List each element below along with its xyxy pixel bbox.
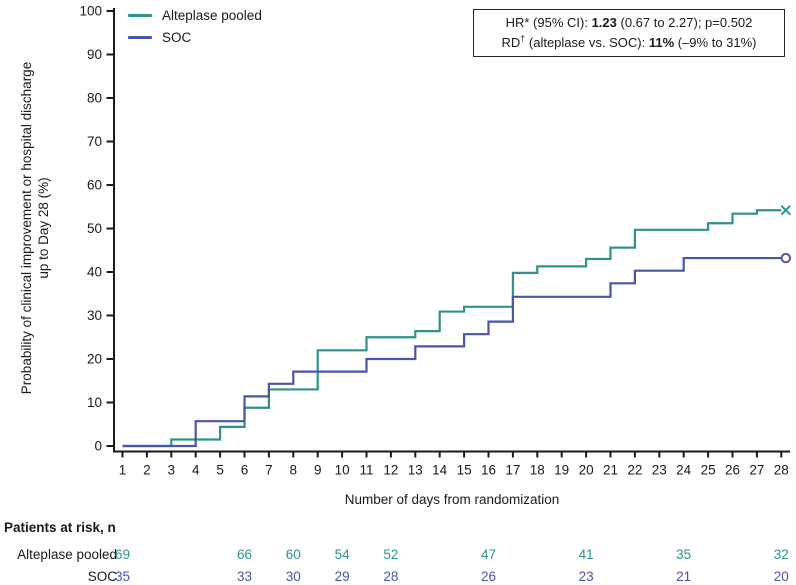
censor-x-marker-icon [780, 205, 792, 216]
risk-value: 32 [774, 547, 789, 562]
y-tick-label: 50 [87, 221, 102, 236]
curve-soc [122, 256, 782, 448]
risk-value: 60 [286, 547, 301, 562]
risk-row-label: Alteplase pooled [17, 547, 117, 562]
risk-value: 35 [676, 547, 691, 562]
x-tick-label: 15 [457, 463, 472, 478]
y-axis-label: up to Day 28 (%) [36, 177, 51, 278]
y-tick-label: 20 [87, 352, 102, 367]
legend-item-soc: SOC [128, 30, 262, 45]
y-tick-label: 10 [87, 395, 102, 410]
y-tick-label: 40 [87, 265, 102, 280]
x-tick-label: 7 [265, 463, 273, 478]
x-tick-label: 5 [216, 463, 224, 478]
risk-value: 29 [335, 569, 350, 584]
axes [113, 8, 790, 453]
y-tick-label: 30 [87, 308, 102, 323]
risk-value: 69 [115, 547, 130, 562]
x-tick-label: 27 [749, 463, 764, 478]
risk-table-title: Patients at risk, n [4, 520, 116, 535]
x-tick-label: 9 [314, 463, 322, 478]
y-tick-label: 70 [87, 134, 102, 149]
x-tick-label: 28 [774, 463, 789, 478]
risk-value: 35 [115, 569, 130, 584]
x-tick-label: 22 [627, 463, 642, 478]
risk-value: 21 [676, 569, 691, 584]
risk-value: 47 [481, 547, 496, 562]
stats-line-hr: HR* (95% CI): 1.23 (0.67 to 2.27); p=0.5… [505, 15, 753, 30]
y-tick-label: 80 [87, 91, 102, 106]
x-tick-label: 2 [143, 463, 151, 478]
risk-value: 26 [481, 569, 496, 584]
censor-circle-marker-icon [780, 252, 791, 264]
x-tick-label: 6 [241, 463, 249, 478]
x-tick-label: 3 [168, 463, 176, 478]
x-tick-label: 14 [432, 463, 448, 478]
stats-box: HR* (95% CI): 1.23 (0.67 to 2.27); p=0.5… [473, 9, 785, 58]
legend-label-alteplase: Alteplase pooled [162, 8, 262, 23]
x-axis-label: Number of days from randomization [345, 492, 560, 507]
x-tick-label: 13 [408, 463, 423, 478]
stats-line-rd: RD† (alteplase vs. SOC): 11% (–9% to 31%… [501, 33, 757, 51]
legend-line-soc-icon [128, 36, 152, 39]
y-tick-label: 90 [87, 47, 102, 62]
curve-alteplase-pooled [122, 209, 782, 448]
y-tick-label: 100 [79, 4, 102, 19]
legend-line-alteplase-icon [128, 14, 152, 17]
x-tick-label: 10 [335, 463, 350, 478]
x-tick-label: 21 [603, 463, 618, 478]
x-tick-label: 1 [119, 463, 127, 478]
risk-value: 54 [335, 547, 351, 562]
x-tick-label: 23 [652, 463, 667, 478]
risk-value: 33 [237, 569, 252, 584]
risk-value: 30 [286, 569, 301, 584]
x-tick-label: 8 [290, 463, 298, 478]
risk-value: 52 [383, 547, 398, 562]
x-tick-label: 17 [505, 463, 520, 478]
x-tick-label: 16 [481, 463, 496, 478]
legend-item-alteplase: Alteplase pooled [128, 8, 262, 23]
x-tick-label: 19 [554, 463, 569, 478]
risk-value: 66 [237, 547, 252, 562]
x-tick-label: 4 [192, 463, 200, 478]
x-tick-label: 20 [579, 463, 594, 478]
legend: Alteplase pooled SOC [128, 8, 262, 45]
y-tick-label: 60 [87, 178, 102, 193]
legend-label-soc: SOC [162, 30, 192, 45]
y-axis-label: Probability of clinical improvement or h… [19, 62, 34, 394]
risk-value: 41 [579, 547, 594, 562]
x-tick-label: 18 [530, 463, 545, 478]
risk-value: 28 [383, 569, 398, 584]
y-tick-label: 0 [94, 439, 102, 454]
risk-value: 20 [774, 569, 789, 584]
risk-value: 23 [579, 569, 594, 584]
x-tick-label: 24 [676, 463, 692, 478]
x-tick-label: 25 [701, 463, 716, 478]
risk-row-label: SOC [88, 569, 118, 584]
x-tick-label: 26 [725, 463, 740, 478]
x-tick-label: 12 [383, 463, 398, 478]
x-tick-label: 11 [359, 463, 373, 478]
